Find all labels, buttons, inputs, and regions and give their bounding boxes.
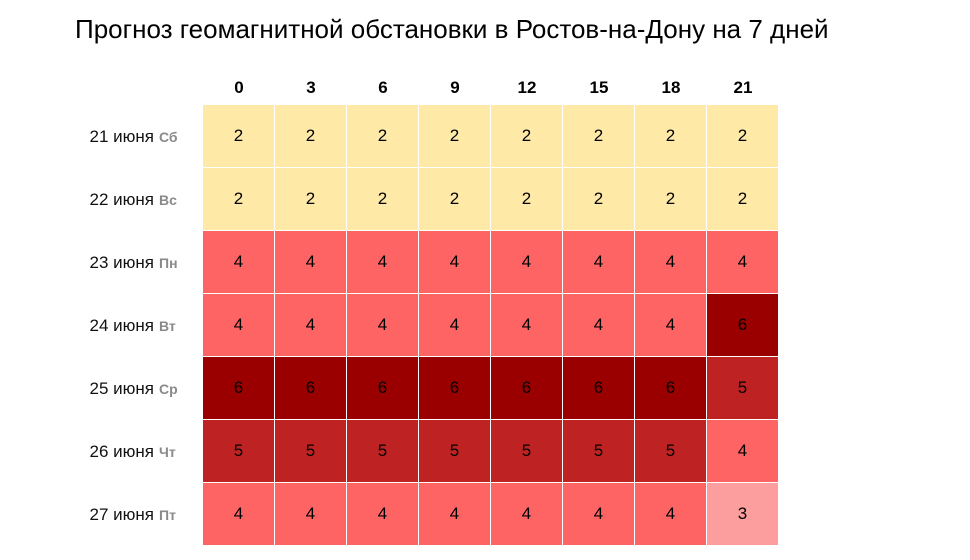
kp-cell: 2 bbox=[707, 105, 778, 167]
kp-cell: 2 bbox=[275, 168, 346, 230]
kp-cell: 4 bbox=[419, 231, 490, 293]
kp-cell: 6 bbox=[635, 357, 706, 419]
kp-cell: 4 bbox=[707, 420, 778, 482]
kp-cell: 5 bbox=[563, 420, 634, 482]
day-date: 23 июня bbox=[89, 252, 154, 272]
kp-cell: 2 bbox=[347, 105, 418, 167]
hour-header-18: 18 bbox=[661, 78, 681, 97]
kp-cell: 4 bbox=[203, 294, 274, 356]
kp-cell: 2 bbox=[563, 105, 634, 167]
day-label: 27 июня Пт bbox=[0, 483, 185, 546]
day-of-week: Пт bbox=[159, 506, 176, 523]
kp-cell: 2 bbox=[563, 168, 634, 230]
kp-cell: 4 bbox=[491, 483, 562, 545]
hour-header-3: 3 bbox=[306, 78, 316, 97]
kp-cell: 4 bbox=[563, 231, 634, 293]
kp-cell: 6 bbox=[419, 357, 490, 419]
kp-cell: 6 bbox=[707, 294, 778, 356]
hour-header-6: 6 bbox=[378, 78, 388, 97]
kp-cell: 2 bbox=[275, 105, 346, 167]
day-of-week: Сб bbox=[159, 128, 178, 145]
day-date: 22 июня bbox=[89, 189, 154, 209]
hour-header-15: 15 bbox=[589, 78, 609, 97]
kp-cell: 5 bbox=[707, 357, 778, 419]
kp-cell: 4 bbox=[203, 231, 274, 293]
kp-cell: 5 bbox=[347, 420, 418, 482]
kp-cell: 4 bbox=[563, 294, 634, 356]
kp-cell: 4 bbox=[347, 231, 418, 293]
day-date: 26 июня bbox=[89, 441, 154, 461]
day-label: 26 июня Чт bbox=[0, 420, 185, 483]
kp-cell: 4 bbox=[419, 483, 490, 545]
day-date: 27 июня bbox=[89, 504, 154, 524]
day-label: 25 июня Ср bbox=[0, 357, 185, 420]
kp-cell: 5 bbox=[275, 420, 346, 482]
kp-cell: 2 bbox=[203, 168, 274, 230]
day-label: 22 июня Вс bbox=[0, 168, 185, 231]
kp-cell: 2 bbox=[419, 168, 490, 230]
day-of-week: Ср bbox=[159, 380, 178, 397]
day-of-week: Пн bbox=[159, 254, 178, 271]
kp-cell: 2 bbox=[491, 168, 562, 230]
day-date: 24 июня bbox=[89, 315, 154, 335]
kp-cell: 4 bbox=[491, 294, 562, 356]
hour-header-0: 0 bbox=[234, 78, 244, 97]
kp-cell: 2 bbox=[635, 168, 706, 230]
kp-cell: 4 bbox=[347, 483, 418, 545]
kp-cell: 5 bbox=[419, 420, 490, 482]
kp-cell: 4 bbox=[635, 483, 706, 545]
kp-cell: 4 bbox=[419, 294, 490, 356]
kp-cell: 6 bbox=[347, 357, 418, 419]
kp-cell: 3 bbox=[707, 483, 778, 545]
kp-cell: 5 bbox=[491, 420, 562, 482]
day-of-week: Вс bbox=[159, 191, 177, 208]
kp-cell: 4 bbox=[707, 231, 778, 293]
kp-cell: 2 bbox=[491, 105, 562, 167]
kp-cell: 6 bbox=[203, 357, 274, 419]
kp-cell: 6 bbox=[563, 357, 634, 419]
kp-cell: 2 bbox=[203, 105, 274, 167]
kp-cell: 2 bbox=[419, 105, 490, 167]
kp-cell: 4 bbox=[275, 294, 346, 356]
kp-cell: 4 bbox=[203, 483, 274, 545]
day-of-week: Чт bbox=[159, 443, 176, 460]
kp-cell: 4 bbox=[347, 294, 418, 356]
day-date: 25 июня bbox=[89, 378, 154, 398]
kp-cell: 5 bbox=[203, 420, 274, 482]
day-date: 21 июня bbox=[89, 126, 154, 146]
kp-cell: 5 bbox=[635, 420, 706, 482]
kp-cell: 4 bbox=[491, 231, 562, 293]
day-label: 21 июня Сб bbox=[0, 105, 185, 168]
kp-cell: 2 bbox=[347, 168, 418, 230]
kp-cell: 2 bbox=[707, 168, 778, 230]
kp-cell: 4 bbox=[275, 483, 346, 545]
kp-cell: 4 bbox=[635, 294, 706, 356]
hour-header-12: 12 bbox=[517, 78, 537, 97]
kp-cell: 6 bbox=[275, 357, 346, 419]
day-label: 23 июня Пн bbox=[0, 231, 185, 294]
day-label: 24 июня Вт bbox=[0, 294, 185, 357]
day-of-week: Вт bbox=[159, 317, 176, 334]
kp-cell: 2 bbox=[635, 105, 706, 167]
kp-cell: 4 bbox=[275, 231, 346, 293]
kp-cell: 4 bbox=[635, 231, 706, 293]
kp-cell: 4 bbox=[563, 483, 634, 545]
hour-header-21: 21 bbox=[733, 78, 753, 97]
kp-cell: 6 bbox=[491, 357, 562, 419]
page-title: Прогноз геомагнитной обстановки в Ростов… bbox=[75, 14, 829, 44]
hour-header-9: 9 bbox=[450, 78, 460, 97]
